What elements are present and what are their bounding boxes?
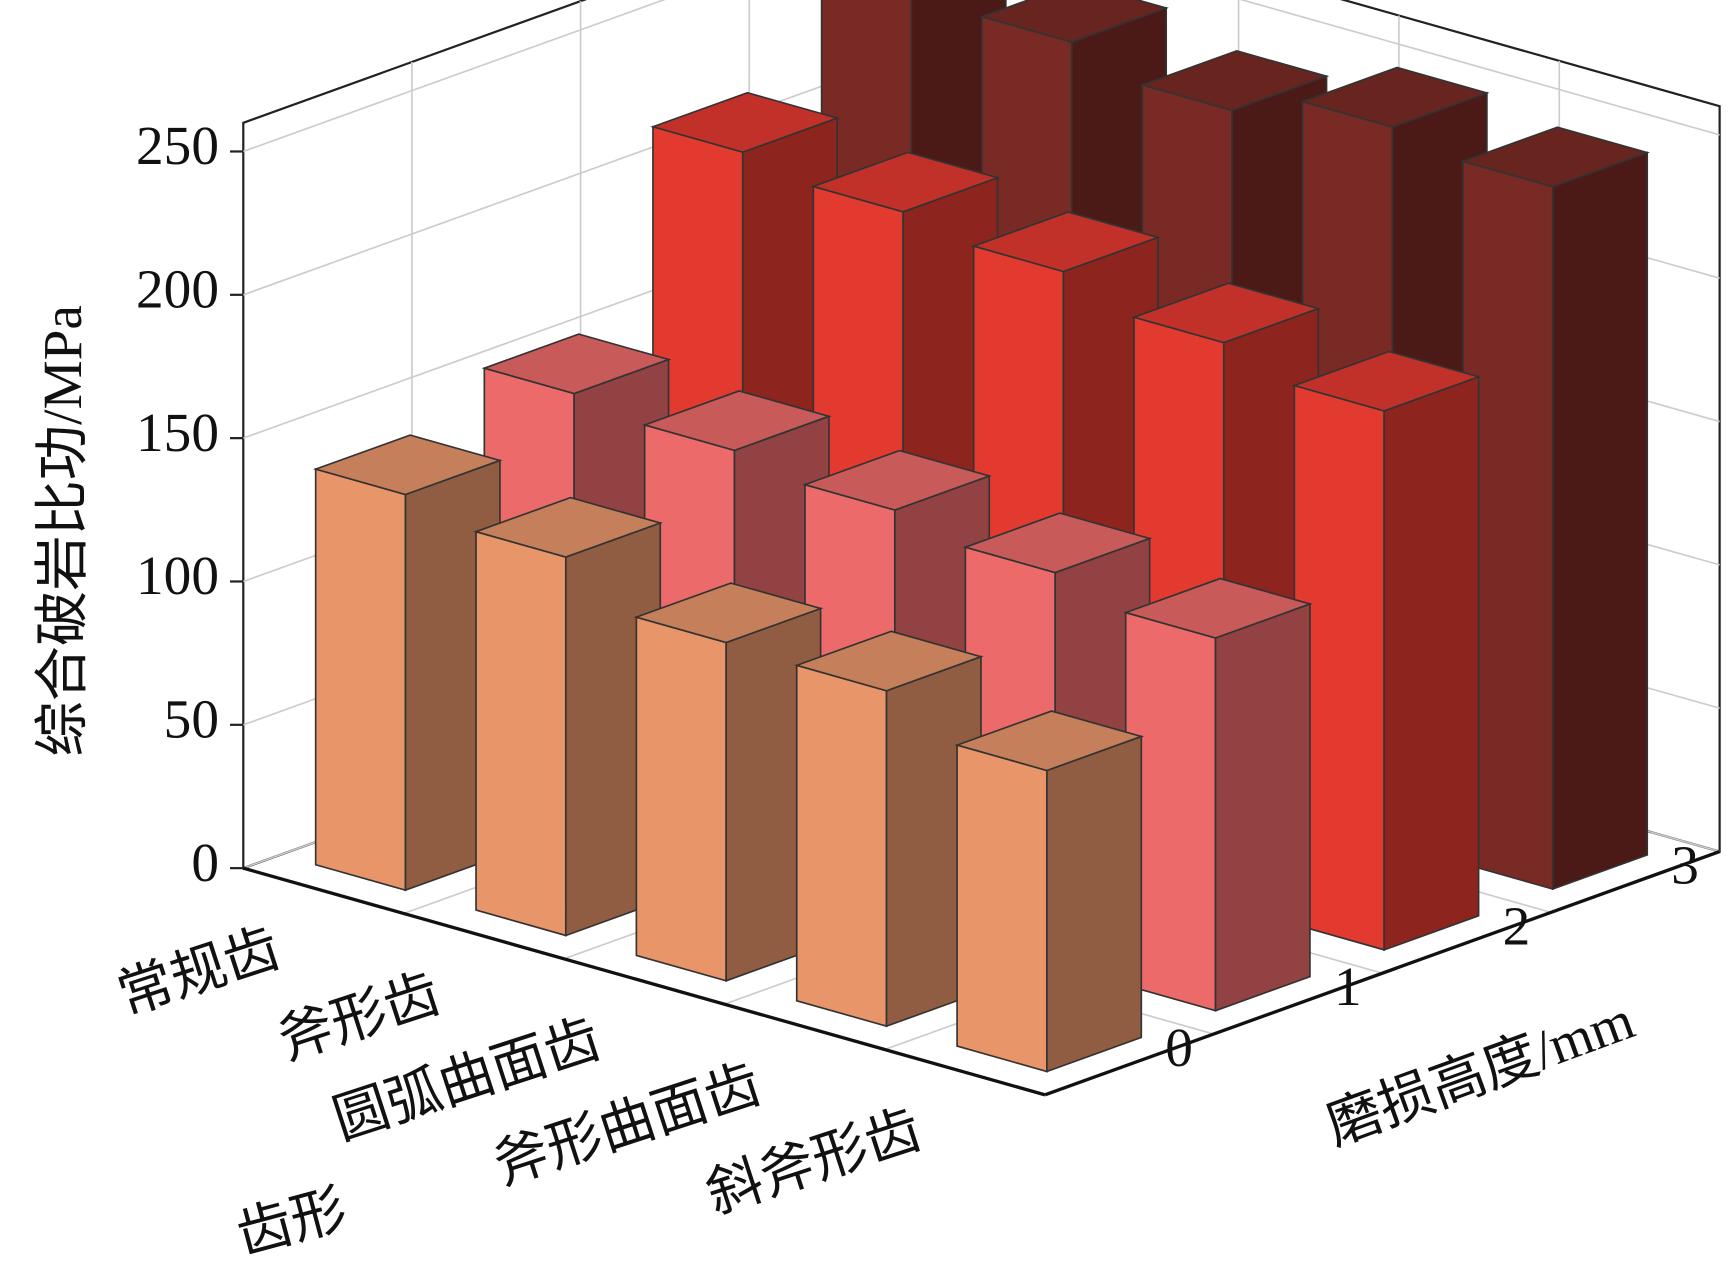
x-tick-label: 斧形齿 [271,962,448,1071]
x-axis-line [242,866,1046,1097]
z-tick-label: 250 [136,115,219,176]
bar-top [970,211,1161,273]
bar-top [802,449,992,511]
y-tick-label: 2 [1503,895,1531,956]
bar-top [1139,50,1330,112]
bar-side [1551,151,1649,891]
grid-line [1239,0,1720,136]
bar-top [962,512,1153,574]
z-tick-label: 0 [191,832,219,893]
bar-front [314,468,407,892]
y-axis-line [1044,850,1721,1097]
bar-top [312,434,503,496]
y-tick-label: 0 [1165,1017,1193,1078]
bar-top [473,496,663,558]
bar-top [954,710,1145,772]
bar-top [979,0,1169,43]
bar-top [1291,350,1482,412]
x-axis-title: 齿形 [230,1178,353,1266]
y-axis-title: 磨损高度/mm [1318,989,1642,1157]
y-tick-label: 3 [1671,835,1699,896]
bar-side [1046,735,1143,1073]
bar-front [635,616,727,982]
bar-top [810,151,1001,213]
bar-front [795,664,888,1028]
z-axis-title: 综合破岩比功/MPa [32,305,93,756]
bar-top [794,630,984,692]
bar-top [1299,66,1490,128]
bar-top [481,333,672,395]
z-tick-label: 150 [136,402,219,463]
bar-front [956,744,1048,1073]
grid-line [243,50,919,296]
bar-top [1123,577,1313,639]
grid-line [243,0,666,153]
bar-side [1214,602,1311,1012]
bar-side [1383,375,1480,952]
z-tick-label: 50 [164,688,219,749]
bar-top [641,390,832,452]
bar-top [633,582,824,644]
bar-front [475,530,567,937]
z-tick-label: 200 [136,258,219,319]
z-tick-label: 100 [136,545,219,606]
bar-top [650,91,840,154]
x-tick-label: 常规齿 [110,917,287,1026]
bar-top [1131,282,1321,344]
y-tick-label: 1 [1334,956,1362,1017]
bar-top [1460,126,1650,188]
